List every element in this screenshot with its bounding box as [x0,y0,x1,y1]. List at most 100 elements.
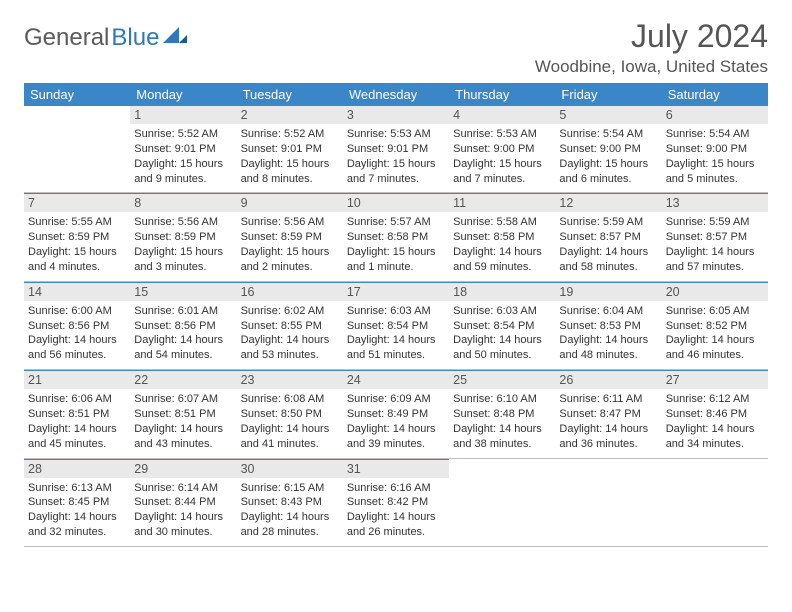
day-number: 22 [130,370,236,389]
calendar-day: 14Sunrise: 6:00 AMSunset: 8:56 PMDayligh… [24,282,130,369]
calendar-day: 6 Sunrise: 5:54 AMSunset: 9:00 PMDaylight… [662,106,768,192]
sunrise-text: Sunrise: 6:16 AM [347,481,445,496]
sunset-text: Sunset: 9:00 PM [666,142,764,157]
sunset-text: Sunset: 8:54 PM [453,319,551,334]
day-number: 23 [237,370,343,389]
weekday-header-row: Sunday Monday Tuesday Wednesday Thursday… [24,83,768,106]
sunset-text: Sunset: 8:57 PM [666,230,764,245]
calendar-day: 17Sunrise: 6:03 AMSunset: 8:54 PMDayligh… [343,282,449,369]
calendar-body: 1Sunrise: 5:52 AMSunset: 9:01 PMDaylight… [24,106,768,547]
logo-icon [163,24,189,52]
calendar-day: 31Sunrise: 6:16 AMSunset: 8:42 PMDayligh… [343,459,449,546]
daylight-text: Daylight: 14 hours and 30 minutes. [134,510,232,540]
calendar: Sunday Monday Tuesday Wednesday Thursday… [24,83,768,547]
day-number: 9 [237,193,343,212]
daylight-text: Daylight: 14 hours and 32 minutes. [28,510,126,540]
calendar-day: 30Sunrise: 6:15 AMSunset: 8:43 PMDayligh… [237,459,343,546]
daylight-text: Daylight: 15 hours and 9 minutes. [134,157,232,187]
day-content: Sunrise: 6:08 AMSunset: 8:50 PMDaylight:… [241,392,339,451]
brand-part2: Blue [111,24,159,52]
day-number: 16 [237,282,343,301]
sunset-text: Sunset: 8:44 PM [134,495,232,510]
calendar-day: 21Sunrise: 6:06 AMSunset: 8:51 PMDayligh… [24,370,130,457]
sunrise-text: Sunrise: 5:55 AM [28,215,126,230]
day-content: Sunrise: 6:07 AMSunset: 8:51 PMDaylight:… [134,392,232,451]
sunset-text: Sunset: 8:53 PM [559,319,657,334]
day-number: 1 [130,106,236,124]
day-content: Sunrise: 6:15 AMSunset: 8:43 PMDaylight:… [241,481,339,540]
calendar-day: 23 Sunrise: 6:08 AMSunset: 8:50 PMDayligh… [237,370,343,457]
calendar-day: 22 Sunrise: 6:07 AMSunset: 8:51 PMDayligh… [130,370,236,457]
day-content: Sunrise: 5:52 AMSunset: 9:01 PMDaylight:… [134,127,232,186]
day-content: Sunrise: 5:58 AMSunset: 8:58 PMDaylight:… [453,215,551,274]
sunrise-text: Sunrise: 6:08 AM [241,392,339,407]
sunrise-text: Sunrise: 5:57 AM [347,215,445,230]
weekday-header: Monday [130,83,236,106]
calendar-week: 7Sunrise: 5:55 AMSunset: 8:59 PMDaylight… [24,193,768,281]
calendar-day: 12Sunrise: 5:59 AMSunset: 8:57 PMDayligh… [555,193,661,280]
sunset-text: Sunset: 9:01 PM [347,142,445,157]
day-content: Sunrise: 6:04 AMSunset: 8:53 PMDaylight:… [559,304,657,363]
calendar-day: 25Sunrise: 6:10 AMSunset: 8:48 PMDayligh… [449,370,555,457]
daylight-text: Daylight: 14 hours and 38 minutes. [453,422,551,452]
day-number: 20 [662,282,768,301]
sunset-text: Sunset: 8:51 PM [134,407,232,422]
day-content: Sunrise: 5:59 AMSunset: 8:57 PMDaylight:… [559,215,657,274]
daylight-text: Daylight: 14 hours and 53 minutes. [241,333,339,363]
day-number: 26 [555,370,661,389]
calendar-day: 8Sunrise: 5:56 AMSunset: 8:59 PMDaylight… [130,193,236,280]
sunrise-text: Sunrise: 6:01 AM [134,304,232,319]
day-number: 8 [130,193,236,212]
day-content: Sunrise: 6:03 AMSunset: 8:54 PMDaylight:… [347,304,445,363]
calendar-day: 26Sunrise: 6:11 AMSunset: 8:47 PMDayligh… [555,370,661,457]
day-content: Sunrise: 6:12 AMSunset: 8:46 PMDaylight:… [666,392,764,451]
sunrise-text: Sunrise: 6:07 AM [134,392,232,407]
weekday-header: Sunday [24,83,130,106]
sunset-text: Sunset: 8:55 PM [241,319,339,334]
daylight-text: Daylight: 14 hours and 43 minutes. [134,422,232,452]
day-number: 6 [662,106,768,124]
calendar-day: 28 Sunrise: 6:13 AMSunset: 8:45 PMDayligh… [24,459,130,546]
month-title: July 2024 [535,18,768,55]
calendar-day: 13Sunrise: 5:59 AMSunset: 8:57 PMDayligh… [662,193,768,280]
day-number: 24 [343,370,449,389]
daylight-text: Daylight: 15 hours and 6 minutes. [559,157,657,187]
day-content: Sunrise: 5:55 AMSunset: 8:59 PMDaylight:… [28,215,126,274]
sunrise-text: Sunrise: 6:03 AM [453,304,551,319]
daylight-text: Daylight: 14 hours and 34 minutes. [666,422,764,452]
sunset-text: Sunset: 8:42 PM [347,495,445,510]
sunset-text: Sunset: 8:56 PM [28,319,126,334]
calendar-week: 1Sunrise: 5:52 AMSunset: 9:01 PMDaylight… [24,106,768,193]
calendar-day: 4Sunrise: 5:53 AMSunset: 9:00 PMDaylight… [449,106,555,192]
sunset-text: Sunset: 8:48 PM [453,407,551,422]
day-number: 31 [343,459,449,478]
daylight-text: Daylight: 14 hours and 57 minutes. [666,245,764,275]
day-number: 29 [130,459,236,478]
calendar-day: 15Sunrise: 6:01 AMSunset: 8:56 PMDayligh… [130,282,236,369]
weekday-header: Tuesday [237,83,343,106]
calendar-day: 5Sunrise: 5:54 AMSunset: 9:00 PMDaylight… [555,106,661,192]
sunset-text: Sunset: 8:57 PM [559,230,657,245]
day-content: Sunrise: 5:52 AMSunset: 9:01 PMDaylight:… [241,127,339,186]
sunset-text: Sunset: 9:00 PM [559,142,657,157]
day-number: 15 [130,282,236,301]
day-content: Sunrise: 5:59 AMSunset: 8:57 PMDaylight:… [666,215,764,274]
day-number: 2 [237,106,343,124]
daylight-text: Daylight: 14 hours and 48 minutes. [559,333,657,363]
sunset-text: Sunset: 8:43 PM [241,495,339,510]
day-number: 28 [24,459,130,478]
sunset-text: Sunset: 8:46 PM [666,407,764,422]
day-content: Sunrise: 6:14 AMSunset: 8:44 PMDaylight:… [134,481,232,540]
day-number: 3 [343,106,449,124]
calendar-day: 20Sunrise: 6:05 AMSunset: 8:52 PMDayligh… [662,282,768,369]
day-number: 18 [449,282,555,301]
sunset-text: Sunset: 8:56 PM [134,319,232,334]
calendar-day: 9Sunrise: 5:56 AMSunset: 8:59 PMDaylight… [237,193,343,280]
sunrise-text: Sunrise: 5:53 AM [347,127,445,142]
sunset-text: Sunset: 8:58 PM [347,230,445,245]
calendar-week: 28 Sunrise: 6:13 AMSunset: 8:45 PMDayligh… [24,459,768,547]
sunrise-text: Sunrise: 5:52 AM [241,127,339,142]
sunset-text: Sunset: 9:01 PM [134,142,232,157]
day-content: Sunrise: 6:13 AMSunset: 8:45 PMDaylight:… [28,481,126,540]
day-content: Sunrise: 5:54 AMSunset: 9:00 PMDaylight:… [666,127,764,186]
